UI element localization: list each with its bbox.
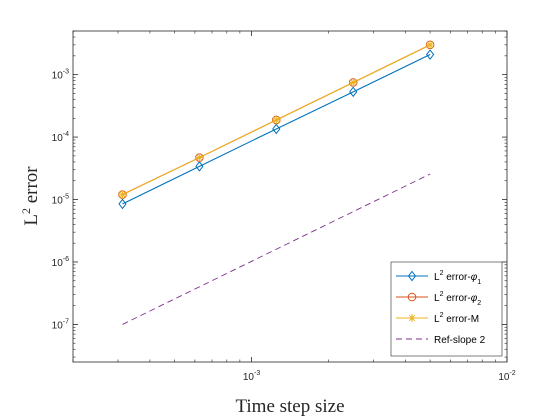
series-1-point-3 <box>272 123 281 135</box>
legend-label-4: Ref-slope 2 <box>434 335 486 346</box>
series-1-point-5 <box>425 49 435 60</box>
y-tick-label-5: 10-3 <box>52 69 69 82</box>
legend-marker-2 <box>407 292 417 302</box>
x-axis-label: Time step size <box>235 396 344 417</box>
series-1-point-1 <box>118 198 127 210</box>
y-tick-label-2: 10-6 <box>52 256 69 269</box>
series-3-point-5 <box>426 40 435 49</box>
y-tick-label-3: 10-5 <box>52 194 69 207</box>
series-1-line <box>122 54 431 205</box>
legend-label-3: L2 error-M <box>434 312 479 325</box>
y-axis-label: L2 error <box>19 166 42 226</box>
axes-box <box>72 30 508 363</box>
series-1 <box>118 49 435 210</box>
series-3 <box>118 40 435 199</box>
legend: L2 error-φ1 L2 error-φ2 L2 error-M Ref-slop… <box>390 261 503 357</box>
axes-layer: 10-3 10-2 10-7 10-6 10-5 10-4 10-3 <box>52 30 516 383</box>
legend-marker-3 <box>408 314 416 322</box>
y-tick-label-4: 10-4 <box>52 131 69 144</box>
series-4-line <box>122 173 431 325</box>
series-4 <box>122 173 431 325</box>
y-tick-label-1: 10-7 <box>52 318 69 331</box>
series-3-point-2 <box>195 153 204 162</box>
series-1-point-2 <box>195 161 204 172</box>
x-tick-label-2: 10-2 <box>498 370 515 383</box>
legend-label-1: L2 error-φ1 <box>434 270 481 286</box>
x-tick-label-1: 10-3 <box>243 370 260 383</box>
series-1-point-4 <box>349 86 358 98</box>
legend-marker-1 <box>407 270 417 282</box>
series-3-point-4 <box>349 78 358 87</box>
series-3-point-3 <box>272 115 281 124</box>
series-3-point-1 <box>118 190 127 199</box>
legend-label-2: L2 error-φ2 <box>434 291 481 307</box>
series-layer <box>118 40 435 325</box>
